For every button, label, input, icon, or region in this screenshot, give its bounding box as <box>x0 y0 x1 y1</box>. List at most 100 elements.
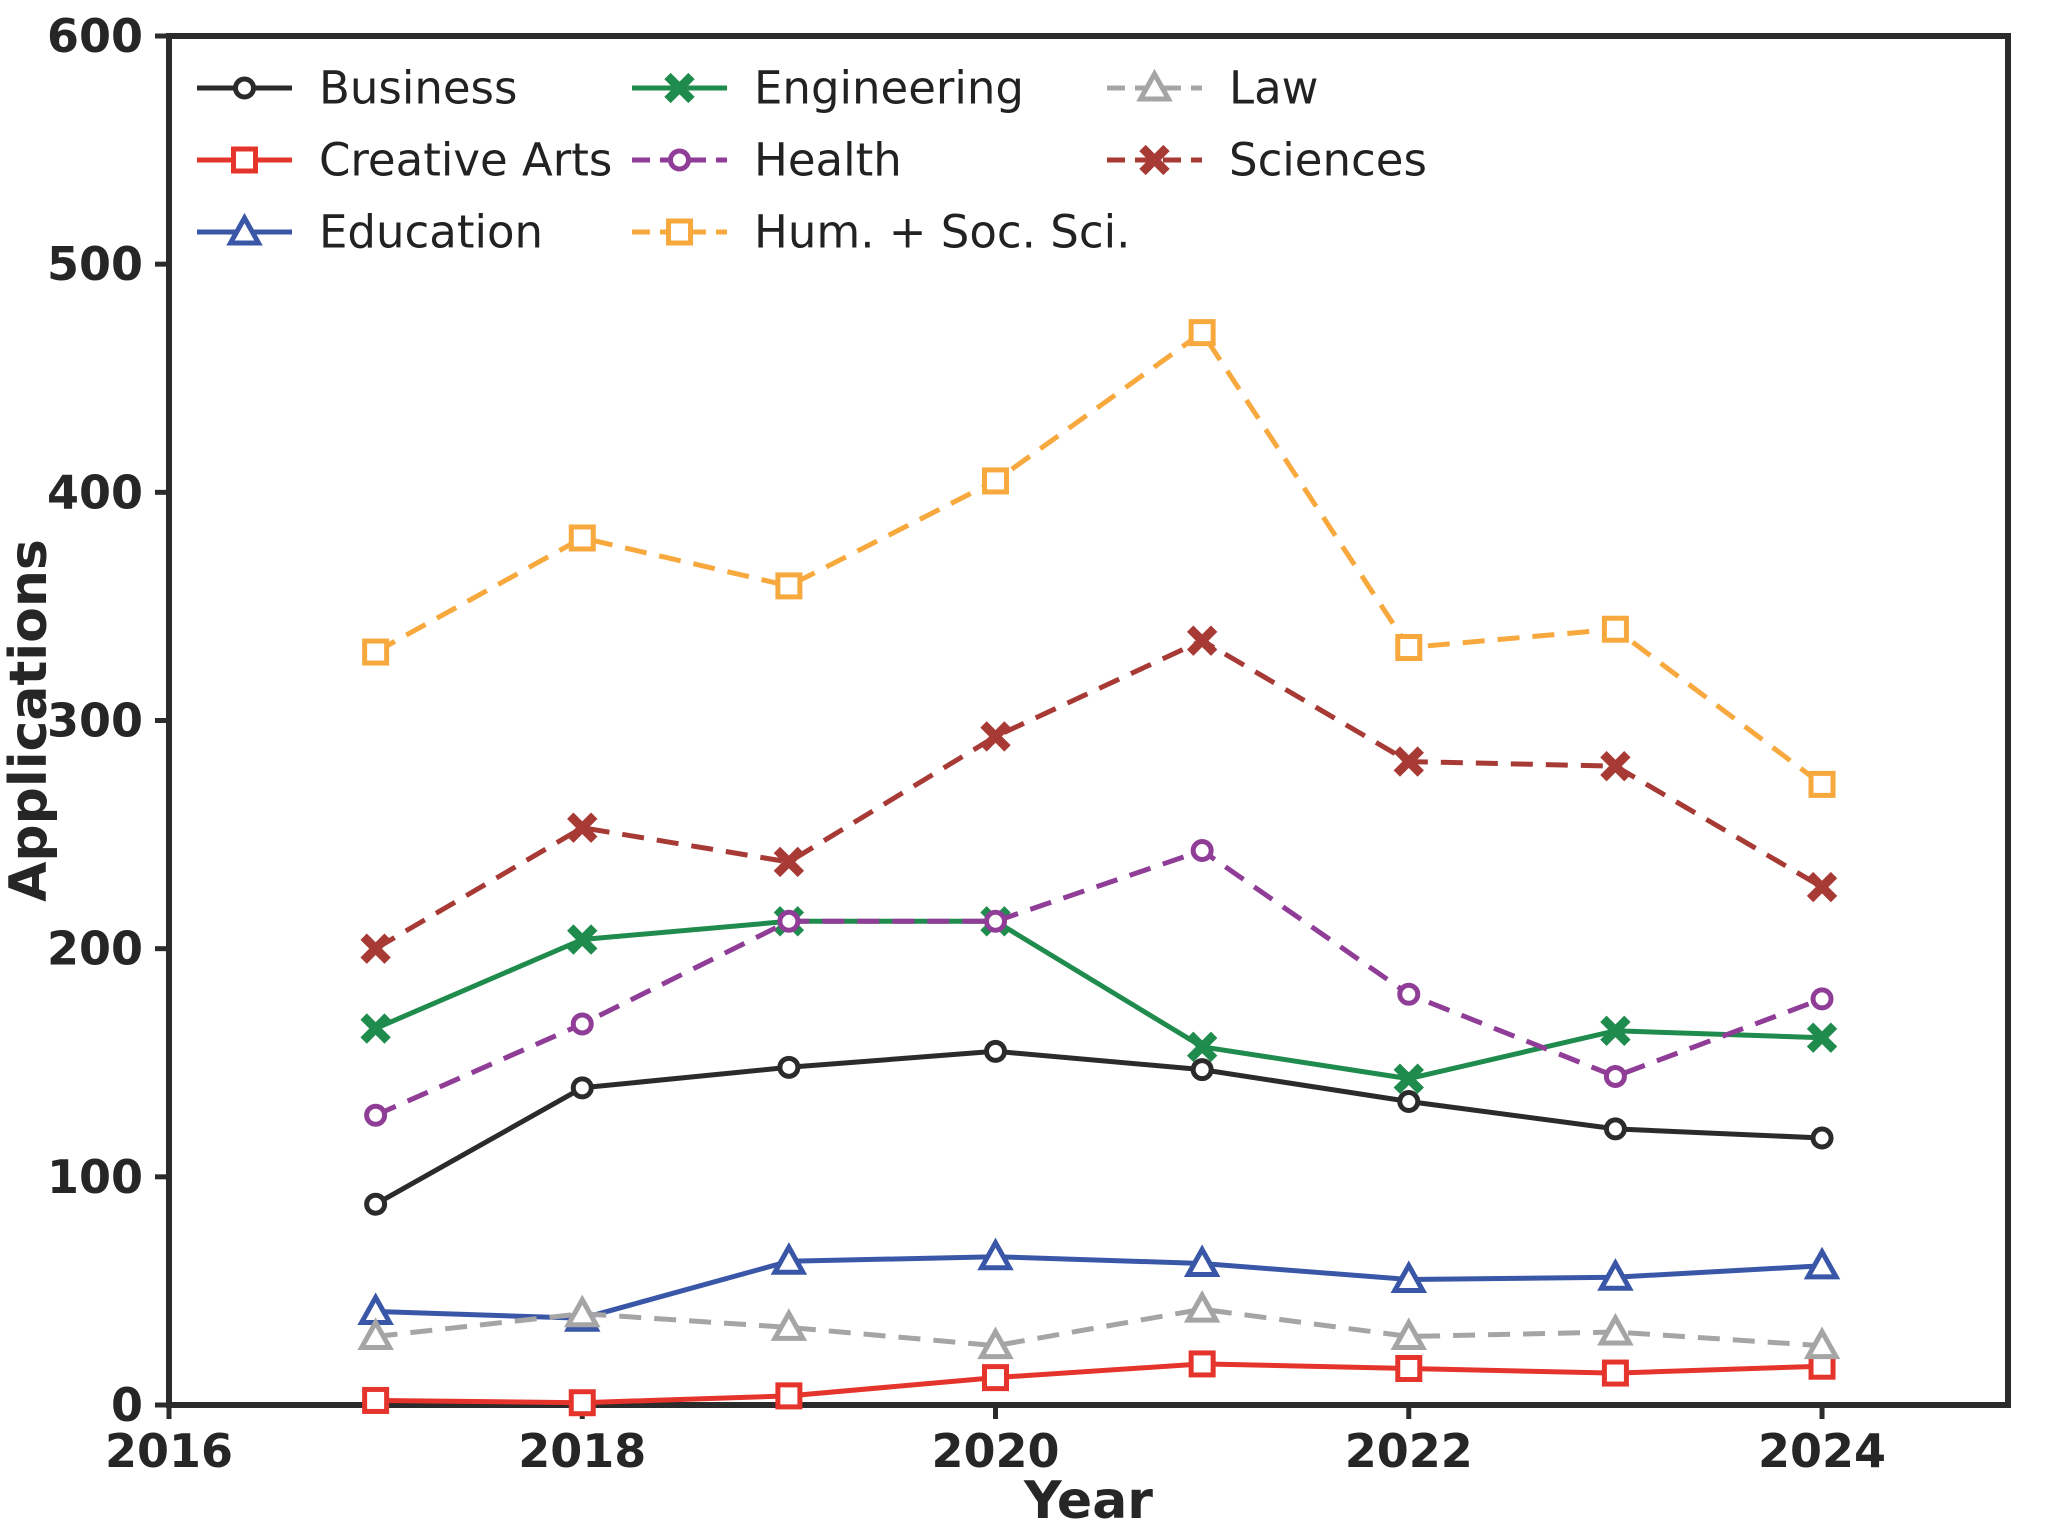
legend-circle-marker-icon <box>668 148 691 172</box>
x-axis: 2016 2018 2020 2022 2024 <box>105 1405 1886 1478</box>
series-law-marker-2024 <box>1803 1326 1841 1360</box>
series-hum-soc-sci-marker-2018 <box>568 524 596 552</box>
series-sciences-marker-2019 <box>773 846 805 878</box>
series-engineering-marker-2021 <box>1186 1031 1218 1062</box>
series-health-marker-2020 <box>984 909 1008 933</box>
legend-item-engineering: Engineering <box>632 62 1024 115</box>
series-engineering-marker-2017 <box>360 1013 391 1044</box>
series-health-marker-2017 <box>364 1103 388 1127</box>
legend-label: Creative Arts <box>319 134 612 187</box>
y-tick-label: 500 <box>47 237 143 291</box>
legend-label: Health <box>754 134 902 187</box>
series-law-marker-2017 <box>357 1317 394 1351</box>
series-hum-soc-sci-line <box>374 330 1824 787</box>
legend-label: Law <box>1229 62 1318 115</box>
series-hum-soc-sci-marker-2024 <box>1808 770 1836 798</box>
series-creative-arts-marker-2018 <box>568 1389 596 1417</box>
legend-label: Sciences <box>1229 134 1427 187</box>
legend-item-sciences: Sciences <box>1107 134 1427 187</box>
series-business-marker-2024 <box>1810 1126 1834 1150</box>
series-health-marker-2024 <box>1810 987 1834 1011</box>
series-creative-arts-line <box>375 1361 1823 1406</box>
y-tick-label: 400 <box>47 465 143 519</box>
legend-label: Education <box>319 206 543 259</box>
series-business-marker-2023 <box>1603 1117 1627 1141</box>
series-education-line <box>375 1254 1823 1321</box>
legend-label: Business <box>319 62 517 115</box>
series-law-marker-2021 <box>1183 1290 1221 1323</box>
x-tick-label: 2018 <box>518 1424 646 1478</box>
series-engineering-line <box>374 918 1823 1082</box>
x-tick-label: 2016 <box>105 1424 233 1478</box>
series-hum-soc-sci-marker-2020 <box>982 467 1010 495</box>
y-tick-label: 0 <box>111 1378 143 1432</box>
series-creative-arts-marker-2022 <box>1395 1354 1423 1382</box>
series-engineering-marker-2024 <box>1806 1022 1838 1053</box>
series-business-marker-2020 <box>984 1039 1008 1063</box>
series-business <box>364 1039 1834 1216</box>
y-axis: 0 100 200 300 400 500 600 <box>47 9 169 1432</box>
series-law-marker-2020 <box>977 1326 1014 1360</box>
series-health-marker-2021 <box>1190 839 1214 863</box>
legend-item-law: Law <box>1107 62 1318 115</box>
series-sciences <box>360 625 1838 964</box>
legend-item-health: Health <box>632 134 902 187</box>
series-health-marker-2023 <box>1603 1064 1627 1088</box>
series-health <box>364 839 1834 1127</box>
series-creative-arts-marker-2023 <box>1601 1359 1629 1387</box>
y-tick-label: 300 <box>47 694 143 748</box>
series-business-line <box>374 1048 1823 1207</box>
series-hum-soc-sci-marker-2019 <box>775 572 803 600</box>
legend-square-marker-icon <box>666 218 693 246</box>
legend-x-marker-icon <box>664 72 695 104</box>
series-hum-soc-sci <box>362 319 1836 798</box>
x-tick-label: 2020 <box>932 1424 1060 1478</box>
legend-label: Engineering <box>754 62 1024 115</box>
series-education-marker-2020 <box>977 1237 1014 1271</box>
series-education-marker-2023 <box>1597 1258 1634 1291</box>
series-engineering-marker-2018 <box>567 924 598 955</box>
series-sciences-marker-2022 <box>1393 746 1424 777</box>
series-sciences-marker-2021 <box>1186 625 1218 656</box>
series-creative-arts-marker-2019 <box>775 1382 803 1410</box>
series-education-marker-2022 <box>1390 1260 1428 1294</box>
legend-triangle-marker-icon <box>1136 68 1173 102</box>
legend-x-marker-icon <box>1139 144 1170 176</box>
series-creative-arts-marker-2017 <box>362 1386 390 1414</box>
series-sciences-marker-2023 <box>1600 750 1631 782</box>
y-tick-label: 200 <box>47 922 143 976</box>
series-sciences-marker-2020 <box>980 721 1011 752</box>
series-business-marker-2022 <box>1397 1090 1421 1114</box>
legend-circle-marker-icon <box>233 76 256 100</box>
series-hum-soc-sci-marker-2023 <box>1601 615 1629 643</box>
series-education-marker-2021 <box>1183 1244 1221 1278</box>
y-tick-label: 600 <box>47 9 143 63</box>
series-business-marker-2017 <box>364 1192 388 1216</box>
legend-item-creative-arts: Creative Arts <box>197 134 612 187</box>
series-business-marker-2021 <box>1190 1058 1214 1082</box>
series-creative-arts-marker-2021 <box>1188 1350 1216 1378</box>
legend-triangle-marker-icon <box>226 212 263 246</box>
legend-item-hum-soc-sci: Hum. + Soc. Sci. <box>632 206 1130 259</box>
y-axis-title: Applications <box>0 539 59 902</box>
legend-item-education: Education <box>197 206 543 259</box>
series-engineering-marker-2023 <box>1600 1015 1631 1046</box>
legend-label: Hum. + Soc. Sci. <box>754 206 1130 259</box>
series-health-marker-2018 <box>570 1012 594 1036</box>
series-sciences-marker-2024 <box>1806 871 1838 903</box>
series-health-marker-2019 <box>777 909 801 933</box>
series-law-marker-2023 <box>1597 1312 1634 1346</box>
series-hum-soc-sci-marker-2021 <box>1188 319 1216 347</box>
series-education-marker-2019 <box>770 1242 808 1275</box>
series-education-marker-2024 <box>1803 1246 1841 1280</box>
legend-item-business: Business <box>197 62 517 115</box>
x-axis-title: Year <box>1023 1471 1153 1531</box>
x-tick-label: 2024 <box>1758 1424 1886 1478</box>
series-business-marker-2018 <box>570 1076 594 1100</box>
series-education <box>357 1237 1841 1332</box>
series-law-marker-2022 <box>1390 1317 1428 1351</box>
